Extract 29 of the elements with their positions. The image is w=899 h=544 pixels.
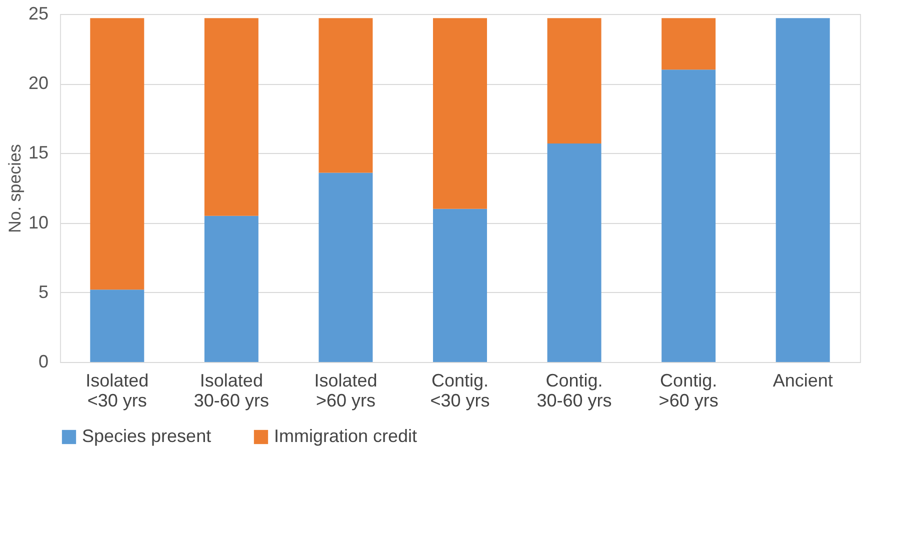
bar (547, 143, 602, 362)
bar (547, 18, 602, 144)
y-tick-label: 25 (28, 4, 48, 24)
x-tick-label: Ancient (772, 370, 833, 390)
bar (776, 18, 830, 362)
bar (90, 18, 144, 290)
bar (662, 18, 716, 70)
x-tick-label: Contig. >60 yrs (658, 370, 718, 410)
bar (433, 18, 487, 209)
bar (90, 290, 144, 362)
y-tick-label: 5 (38, 282, 48, 302)
x-tick-label: Isolated >60 yrs (314, 370, 378, 410)
bar (318, 172, 373, 362)
bar (204, 216, 258, 362)
y-tick-label: 0 (38, 352, 48, 372)
x-tick-label: Isolated <30 yrs (86, 370, 149, 410)
y-tick-label: 20 (28, 73, 48, 94)
x-tick-label: Contig. 30-60 yrs (536, 370, 612, 410)
y-axis-title: No. species (5, 144, 24, 233)
legend-label: Immigration credit (274, 426, 418, 446)
y-tick-label: 15 (28, 142, 48, 163)
bar (662, 70, 716, 362)
legend-label: Species present (82, 426, 212, 446)
bar (318, 18, 373, 173)
x-tick-label: Isolated 30-60 yrs (194, 370, 269, 410)
y-tick-label: 10 (28, 212, 48, 232)
bar (433, 208, 487, 362)
x-tick-label: Contig. <30 yrs (430, 370, 490, 410)
bar (204, 18, 258, 216)
